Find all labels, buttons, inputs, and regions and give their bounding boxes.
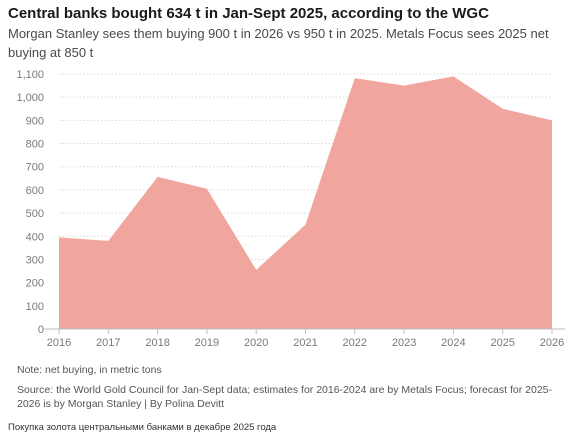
- page-caption: Покупка золота центральными банками в де…: [8, 422, 277, 433]
- chart-subtitle: Morgan Stanley sees them buying 900 t in…: [8, 26, 549, 60]
- y-tick-label: 0: [38, 324, 44, 336]
- y-tick-label: 900: [26, 115, 44, 127]
- x-tick-label: 2019: [195, 337, 219, 349]
- y-tick-label: 400: [26, 231, 44, 243]
- area-chart: 0 100 200 300 400 500 600 700 800 900 1,000 1,100 20…: [16, 69, 565, 349]
- y-tick-label: 700: [26, 162, 44, 174]
- y-tick-label: 800: [26, 139, 44, 151]
- x-tick-label: 2021: [293, 337, 317, 349]
- x-tick-label: 2020: [244, 337, 268, 349]
- y-tick-label: 1,100: [16, 69, 44, 81]
- x-tick-label: 2022: [343, 337, 367, 349]
- chart-note: Note: net buying, in metric tons: [17, 364, 162, 376]
- x-tick-label: 2023: [392, 337, 416, 349]
- x-tick-label: 2018: [145, 337, 169, 349]
- y-tick-label: 600: [26, 185, 44, 197]
- y-tick-label: 200: [26, 278, 44, 290]
- y-tick-label: 100: [26, 301, 44, 313]
- y-tick-label: 500: [26, 208, 44, 220]
- chart-title: Central banks bought 634 t in Jan-Sept 2…: [8, 5, 489, 22]
- x-tick-label: 2016: [47, 337, 71, 349]
- chart-source: Source: the World Gold Council for Jan-S…: [17, 384, 552, 410]
- y-tick-label: 300: [26, 254, 44, 266]
- x-tick-label: 2024: [441, 337, 465, 349]
- x-tick-label: 2026: [540, 337, 564, 349]
- x-tick-label: 2025: [490, 337, 514, 349]
- y-tick-label: 1,000: [16, 92, 44, 104]
- series-area: [59, 76, 552, 330]
- x-tick-label: 2017: [96, 337, 120, 349]
